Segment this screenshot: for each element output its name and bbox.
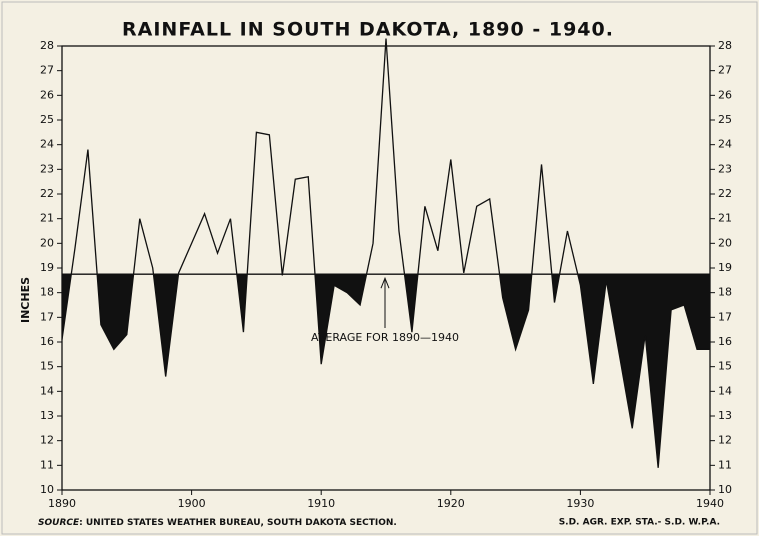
y2-tick-label: 10 xyxy=(718,483,732,496)
y2-tick-label: 26 xyxy=(718,88,732,101)
below-average-area xyxy=(62,274,710,468)
average-label: AVERAGE FOR 1890—1940 xyxy=(311,331,459,344)
source-label: SOURCE xyxy=(38,518,80,528)
y2-tick-label: 13 xyxy=(718,409,732,422)
y-tick-label: 22 xyxy=(40,187,54,200)
x-tick-label: 1930 xyxy=(566,497,594,510)
credit: S.D. AGR. EXP. STA.- S.D. W.P.A. xyxy=(559,518,720,528)
y-axis-label: INCHES xyxy=(19,277,32,323)
y-tick-label: 24 xyxy=(40,138,54,151)
y2-tick-label: 20 xyxy=(718,236,732,249)
y2-tick-label: 25 xyxy=(718,113,732,126)
y2-tick-label: 12 xyxy=(718,434,732,447)
x-tick-label: 1920 xyxy=(437,497,465,510)
y-tick-label: 14 xyxy=(40,384,54,397)
y2-tick-label: 17 xyxy=(718,310,732,323)
y-tick-label: 10 xyxy=(40,483,54,496)
y2-tick-label: 15 xyxy=(718,360,732,373)
source-text: : UNITED STATES WEATHER BUREAU, SOUTH DA… xyxy=(79,518,397,528)
x-tick-label: 1900 xyxy=(178,497,206,510)
chart-title: RAINFALL IN SOUTH DAKOTA, 1890 - 1940. xyxy=(122,19,614,41)
y-tick-label: 11 xyxy=(40,458,54,471)
y-tick-label: 27 xyxy=(40,64,54,77)
y-tick-label: 18 xyxy=(40,286,54,299)
y2-tick-label: 23 xyxy=(718,162,732,175)
y-tick-label: 16 xyxy=(40,335,54,348)
y2-tick-label: 22 xyxy=(718,187,732,200)
y2-tick-label: 24 xyxy=(718,138,732,151)
y-tick-label: 12 xyxy=(40,434,54,447)
y2-tick-label: 18 xyxy=(718,286,732,299)
y-tick-label: 17 xyxy=(40,310,54,323)
average-arrowhead xyxy=(380,276,390,289)
y2-tick-label: 28 xyxy=(718,39,732,52)
y2-tick-label: 11 xyxy=(718,458,732,471)
y-tick-label: 23 xyxy=(40,162,54,175)
rainfall-line xyxy=(61,38,710,468)
y-tick-label: 13 xyxy=(40,409,54,422)
y-tick-label: 26 xyxy=(40,88,54,101)
y2-tick-label: 16 xyxy=(718,335,732,348)
y2-tick-label: 21 xyxy=(718,212,732,225)
y2-tick-label: 14 xyxy=(718,384,732,397)
y2-tick-label: 27 xyxy=(718,64,732,77)
x-tick-label: 1890 xyxy=(48,497,76,510)
x-tick-label: 1940 xyxy=(696,497,724,510)
y-tick-label: 28 xyxy=(40,39,54,52)
y-tick-label: 19 xyxy=(40,261,54,274)
y-tick-label: 20 xyxy=(40,236,54,249)
source: SOURCE: UNITED STATES WEATHER BUREAU, SO… xyxy=(38,518,397,528)
y2-tick-label: 19 xyxy=(718,261,732,274)
y-tick-label: 21 xyxy=(40,212,54,225)
y-tick-label: 15 xyxy=(40,360,54,373)
y-tick-label: 25 xyxy=(40,113,54,126)
x-tick-label: 1910 xyxy=(307,497,335,510)
plot-frame xyxy=(61,45,711,491)
